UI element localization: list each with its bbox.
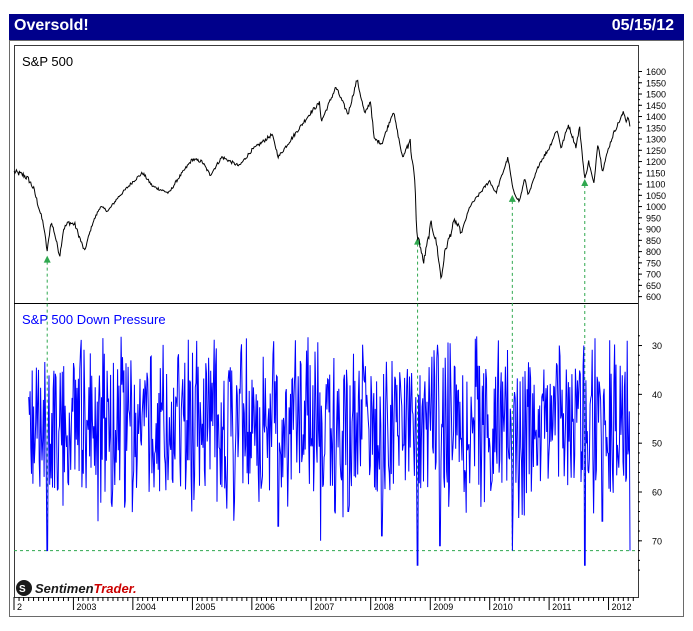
x-tick-label: 2011 xyxy=(552,602,571,612)
x-tick-label: 2005 xyxy=(195,602,215,612)
x-tick-label: 2008 xyxy=(374,602,394,612)
pressure-y-tick-label: 40 xyxy=(652,390,662,400)
x-tick-label: 2007 xyxy=(314,602,334,612)
chart-date: 05/15/12 xyxy=(611,17,674,34)
price-y-tick-label: 650 xyxy=(646,281,661,291)
logo-mark xyxy=(16,580,32,596)
pressure-y-tick-label: 30 xyxy=(652,341,662,351)
price-panel-title: S&P 500 xyxy=(22,54,73,69)
price-y-tick-label: 1000 xyxy=(646,202,666,212)
price-y-tick-label: 700 xyxy=(646,270,661,280)
logo-wordmark: SentimenTrader. xyxy=(35,581,137,596)
x-tick-label: 2 xyxy=(17,602,22,612)
price-y-tick-label: 1500 xyxy=(646,90,666,100)
x-axis: 2 2003 2004 2005 2006 2007 2008 2009 2010 2011 201… xyxy=(13,597,634,612)
signal-arrow xyxy=(508,194,516,202)
price-y-tick-label: 1200 xyxy=(646,157,666,167)
price-y-tick-label: 1600 xyxy=(646,67,666,77)
x-tick-label: 2012 xyxy=(612,602,632,612)
price-y-tick-label: 1300 xyxy=(646,135,666,145)
price-y-tick-label: 1050 xyxy=(646,191,666,201)
chart-title: Oversold! xyxy=(14,17,89,34)
price-y-tick-label: 1250 xyxy=(646,146,666,156)
price-y-tick-label: 900 xyxy=(646,225,661,235)
pressure-y-tick-label: 60 xyxy=(652,488,662,498)
pressure-y-tick-label: 70 xyxy=(652,536,662,546)
pressure-y-axis: 30 40 50 60 70 xyxy=(638,335,662,571)
x-tick-label: 2003 xyxy=(76,602,96,612)
price-y-tick-label: 850 xyxy=(646,236,661,246)
logo-mark-letter: S xyxy=(19,584,26,595)
x-tick-label: 2004 xyxy=(136,602,156,612)
price-y-tick-label: 600 xyxy=(646,292,661,302)
sentimentrader-logo: S SentimenTrader. xyxy=(16,580,137,596)
signal-arrow xyxy=(581,179,589,187)
pressure-y-tick-label: 50 xyxy=(652,439,662,449)
price-y-tick-label: 1350 xyxy=(646,123,666,133)
price-y-tick-label: 1150 xyxy=(646,168,665,178)
price-y-tick-label: 800 xyxy=(646,247,661,257)
price-y-tick-label: 1550 xyxy=(646,78,666,88)
series-line-sp500 xyxy=(13,79,631,280)
price-y-tick-label: 750 xyxy=(646,258,661,268)
header-bar xyxy=(9,14,684,40)
signal-arrow xyxy=(43,255,51,263)
price-y-tick-label: 950 xyxy=(646,213,661,223)
x-tick-label: 2009 xyxy=(433,602,453,612)
price-y-tick-label: 1400 xyxy=(646,112,666,122)
series-line-pressure xyxy=(28,336,631,566)
price-y-tick-label: 1100 xyxy=(646,180,665,190)
signal-markers xyxy=(43,179,589,566)
outer-border xyxy=(9,40,684,617)
plot-border xyxy=(14,45,639,598)
x-tick-label: 2010 xyxy=(493,602,513,612)
pressure-panel-title: S&P 500 Down Pressure xyxy=(22,312,166,327)
price-y-tick-label: 1450 xyxy=(646,101,666,111)
x-tick-label: 2006 xyxy=(255,602,275,612)
